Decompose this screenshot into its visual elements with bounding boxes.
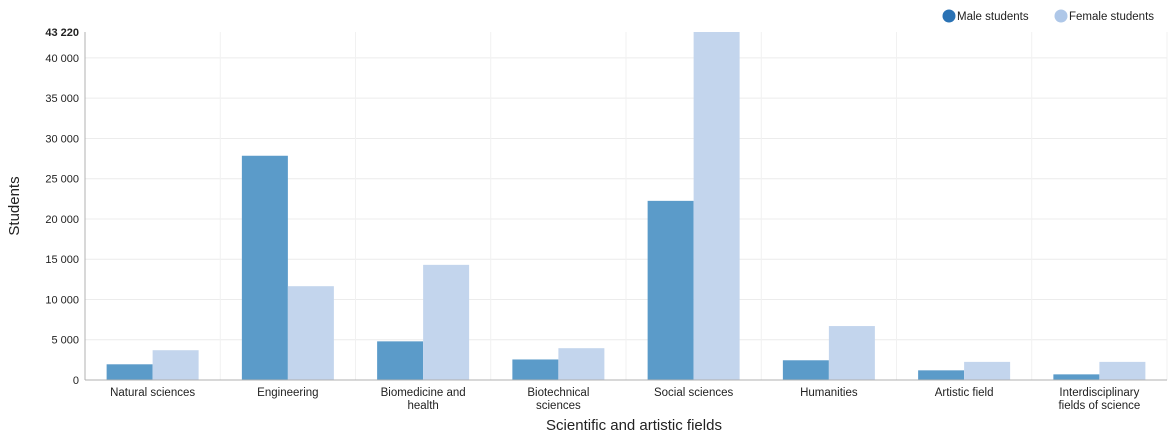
legend-marker-female[interactable] (1054, 9, 1068, 23)
y-tick-label: 20 000 (45, 214, 79, 226)
bar-female[interactable] (287, 286, 334, 380)
bar-female[interactable] (1099, 361, 1146, 380)
bar-female[interactable] (693, 32, 740, 380)
bar-male[interactable] (377, 341, 424, 380)
y-axis-ticks: 0 5 000 10 000 15 000 20 000 25 000 30 000 35 0… (45, 27, 79, 387)
x-tick-label: Biotechnical sciences (527, 387, 589, 412)
bar-female[interactable] (828, 326, 875, 380)
y-tick-label: 30 000 (45, 133, 79, 145)
bar-male[interactable] (1053, 374, 1100, 380)
bar-female[interactable] (423, 264, 470, 380)
y-tick-label: 25 000 (45, 174, 79, 186)
x-tick-label: Social sciences (654, 387, 734, 399)
axes (84, 32, 1167, 381)
y-tick-label: 15 000 (45, 254, 79, 266)
x-axis-ticks: Natural sciences Engineering Biomedicine a… (110, 387, 1140, 412)
x-tick-label: Natural sciences (110, 387, 195, 399)
bar-male[interactable] (241, 155, 288, 380)
y-tick-label: 10 000 (45, 294, 79, 306)
legend-label-male[interactable]: Male students (957, 11, 1029, 23)
y-tick-label: 43 220 (45, 27, 79, 39)
legend[interactable]: Male students Female students (942, 9, 1155, 24)
x-tick-label: Artistic field (935, 387, 994, 399)
bar-female[interactable] (558, 348, 605, 380)
y-tick-label: 5 000 (51, 335, 79, 347)
legend-marker-male[interactable] (942, 9, 956, 23)
bar-female[interactable] (964, 361, 1011, 380)
x-tick-label: Humanities (800, 387, 858, 399)
y-tick-label: 40 000 (45, 53, 79, 65)
legend-label-female[interactable]: Female students (1069, 11, 1154, 23)
bar-male[interactable] (918, 370, 965, 380)
bars (106, 32, 1146, 380)
bar-female[interactable] (152, 350, 199, 380)
y-axis-title: Students (6, 176, 23, 235)
x-tick-label: Engineering (257, 387, 318, 399)
bar-male[interactable] (106, 364, 153, 380)
y-tick-label: 0 (73, 375, 79, 387)
x-tick-label: Biomedicine and health (381, 387, 466, 412)
bar-male[interactable] (647, 200, 694, 380)
bar-male[interactable] (512, 359, 559, 380)
x-tick-label: Interdisciplinary fields of science (1058, 387, 1140, 412)
bar-male[interactable] (782, 360, 829, 380)
x-axis-title: Scientific and artistic fields (546, 417, 722, 430)
y-tick-label: 35 000 (45, 93, 79, 105)
